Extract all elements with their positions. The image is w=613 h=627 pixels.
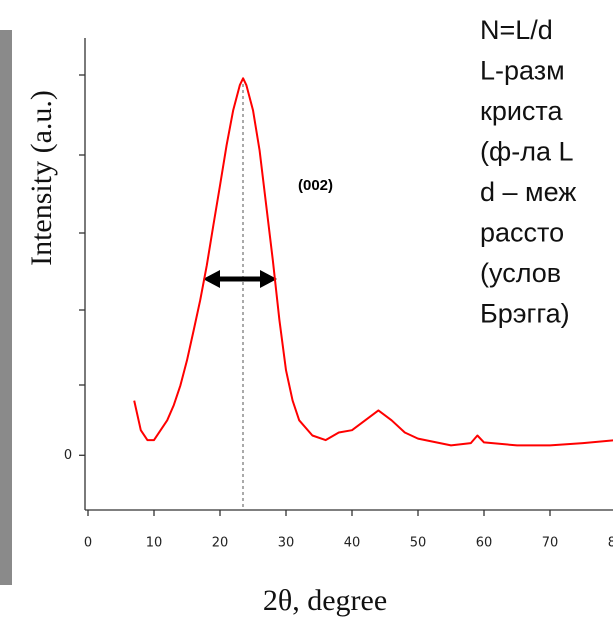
fwhm-arrow — [203, 270, 277, 288]
y-minor-ticks — [79, 75, 85, 385]
x-tick-label: 60 — [476, 536, 493, 551]
slide-text-line: (ф-ла L — [480, 137, 574, 167]
slide-text-line: криста — [480, 96, 563, 126]
slide-text-line: N=L/d — [480, 15, 553, 45]
x-tick-label: 30 — [278, 536, 295, 551]
image-edge — [0, 30, 12, 585]
slide-text-line: L-разм — [480, 56, 565, 86]
y-tick-label: 0 — [64, 448, 72, 463]
x-tick-label: 70 — [542, 536, 559, 551]
slide-text-line: d – меж — [480, 177, 576, 207]
x-tick-label: 0 — [84, 536, 92, 551]
slide-text-line: рассто — [480, 218, 564, 248]
x-tick-label: 80 — [608, 536, 613, 551]
slide-text-line: (услов — [480, 258, 561, 288]
slide: (002) 2θ, degree Intensity (a.u.) 0 10 20 3… — [0, 0, 613, 627]
slide-text-line: Брэгга) — [480, 299, 570, 329]
peak-label: (002) — [298, 177, 333, 194]
x-tick-label: 20 — [212, 536, 229, 551]
y-axis-title: Intensity (a.u.) — [25, 90, 58, 266]
x-tick-label: 40 — [344, 536, 361, 551]
x-tick-label: 10 — [146, 536, 163, 551]
x-axis-title: 2θ, degree — [263, 584, 387, 617]
x-tick-label: 50 — [410, 536, 427, 551]
